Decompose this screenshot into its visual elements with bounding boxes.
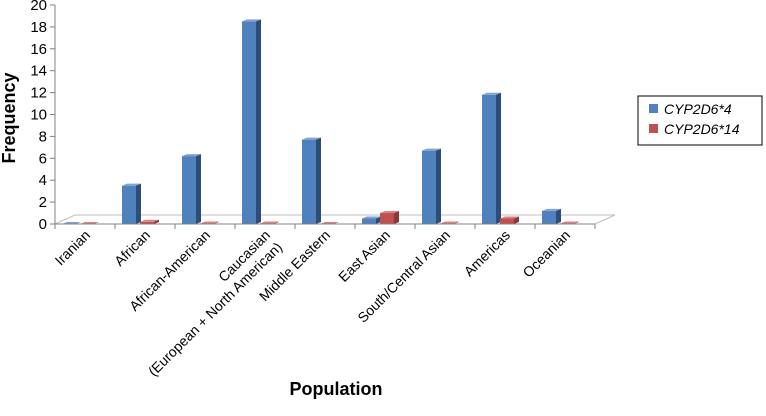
y-axis: 0 2 4 6 8 10 12 14 16 18 20	[30, 0, 56, 233]
bar-cyp2d6-4-african-american	[182, 154, 201, 224]
y-tick-label-4: 4	[39, 172, 47, 189]
bar-cyp2d6-4-south-central-asian	[422, 148, 441, 224]
y-tick-label-14: 14	[30, 63, 47, 80]
bar-cyp2d6-4-african	[122, 183, 141, 224]
y-tick-label-2: 2	[39, 194, 47, 211]
y-tick-label-8: 8	[39, 128, 47, 145]
bar-cyp2d6-14-east-asian	[380, 211, 399, 224]
legend-swatch-cyp2d6-14	[649, 124, 658, 133]
legend-box	[637, 95, 763, 146]
x-category-label-east-asian: East Asian	[335, 227, 393, 285]
bar-cyp2d6-4-americas	[482, 92, 501, 224]
y-tick-label-0: 0	[39, 216, 47, 233]
x-category-label-oceanian: Oceanian	[519, 227, 573, 281]
x-category-label-caucasian: Caucasian(European + North American)	[133, 227, 285, 379]
bar-cyp2d6-4-middle-eastern	[302, 137, 321, 224]
bars	[62, 19, 579, 225]
y-tick-label-6: 6	[39, 150, 47, 167]
y-tick-label-18: 18	[30, 19, 47, 36]
bar-cyp2d6-4-caucasian	[242, 19, 261, 224]
y-tick-label-12: 12	[30, 85, 47, 102]
legend-swatch-cyp2d6-4	[649, 104, 658, 113]
bar-cyp2d6-4-east-asian	[362, 216, 381, 224]
bar-cyp2d6-14-americas	[500, 216, 519, 224]
y-tick-label-10: 10	[30, 107, 47, 124]
legend-label-cyp2d6-4: CYP2D6*4	[664, 101, 732, 117]
y-tick-label-20: 20	[30, 0, 47, 14]
y-tick-label-16: 16	[30, 41, 47, 58]
y-axis-title: Frequency	[0, 72, 19, 163]
legend: CYP2D6*4 CYP2D6*14	[637, 95, 763, 146]
x-category-label-iranian: Iranian	[52, 227, 94, 269]
x-category-label-african: African	[111, 227, 153, 269]
legend-label-cyp2d6-14: CYP2D6*14	[664, 121, 740, 137]
x-category-label-americas: Americas	[461, 227, 514, 280]
bar-cyp2d6-4-oceanian	[542, 208, 561, 224]
x-axis-title: Population	[290, 379, 383, 399]
bar-cyp2d6-14-african	[140, 219, 159, 224]
